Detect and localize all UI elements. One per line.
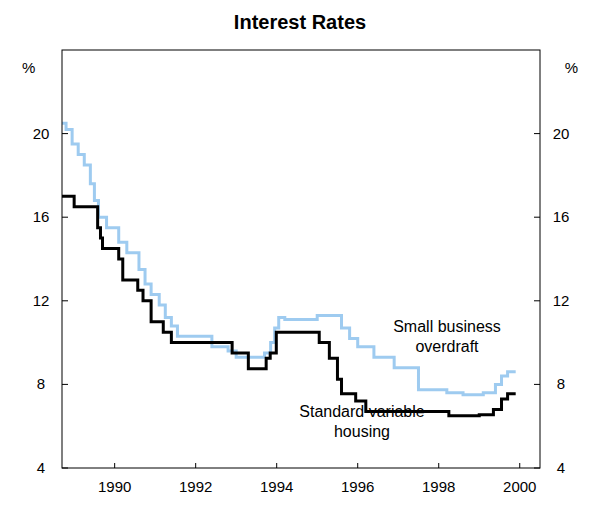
x-tick	[519, 463, 520, 468]
series-label-text: Small business overdraft	[393, 318, 501, 355]
y-tick-label: 12	[553, 292, 570, 309]
x-tick	[438, 463, 439, 468]
x-tick	[276, 463, 277, 468]
x-tick	[357, 463, 358, 468]
series-line	[62, 196, 516, 415]
title: Interest Rates	[234, 11, 366, 33]
label-line: Small business	[393, 318, 501, 335]
x-tick	[195, 463, 196, 468]
label-line: housing	[334, 423, 390, 440]
label-line: overdraft	[415, 338, 479, 355]
y-tick	[534, 384, 540, 385]
y-tick-label: 20	[33, 125, 50, 142]
y-tick	[534, 217, 540, 218]
x-tick-label: 1994	[260, 478, 293, 495]
y-tick-label: 8	[37, 375, 45, 392]
y-tick-label: 4	[37, 459, 45, 476]
x-tick	[114, 463, 115, 468]
label-line: Standard variable	[299, 403, 425, 420]
x-tick-label: 2000	[503, 478, 536, 495]
y-unit-left: %	[22, 59, 35, 76]
x-tick-label: 1996	[341, 478, 374, 495]
series-label: Standard variable housing	[299, 403, 425, 440]
y-tick	[62, 384, 68, 385]
y-tick	[534, 133, 540, 134]
y-tick-label: 20	[553, 125, 570, 142]
series-label-text: Standard variable housing	[299, 403, 425, 440]
plot-frame	[62, 50, 540, 468]
y-tick	[62, 300, 68, 301]
x-tick-label: 1998	[422, 478, 455, 495]
y-tick	[62, 217, 68, 218]
y-unit-right: %	[565, 59, 578, 76]
y-tick-label: 16	[553, 208, 570, 225]
y-tick-label: 12	[33, 292, 50, 309]
x-tick-label: 1992	[179, 478, 212, 495]
series-line	[62, 123, 516, 395]
x-tick-label: 1990	[98, 478, 131, 495]
y-tick-label: 4	[557, 459, 565, 476]
y-tick-label: 16	[33, 208, 50, 225]
y-tick	[534, 300, 540, 301]
chart: Interest Rates%% 4 4 8 8 12 12 16 16 20 20 1990 1992…	[0, 0, 600, 522]
series-label: Small business overdraft	[393, 318, 501, 355]
y-tick	[62, 133, 68, 134]
y-tick-label: 8	[557, 375, 565, 392]
plot-area	[62, 123, 516, 416]
